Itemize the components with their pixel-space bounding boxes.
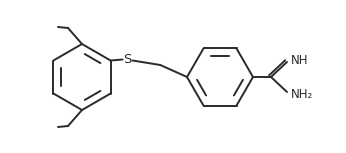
Text: NH₂: NH₂ — [291, 88, 313, 101]
Text: S: S — [124, 53, 132, 66]
Text: NH: NH — [291, 54, 309, 67]
